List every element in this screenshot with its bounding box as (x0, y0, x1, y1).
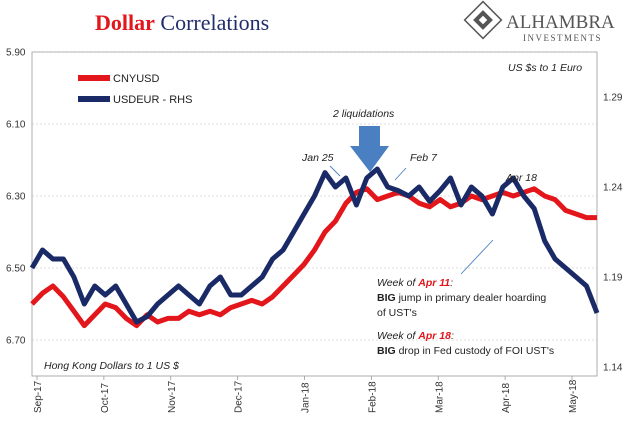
left-tick-label: 6.10 (6, 120, 26, 131)
feb7-pointer-icon (394, 167, 407, 181)
brand-name: ALHAMBRA (506, 12, 615, 33)
jan25-pointer-icon (329, 165, 341, 177)
note-w11-rest: jump in primary dealer hoarding (396, 292, 547, 304)
brand-diamond-icon (463, 0, 503, 40)
note-w18-colon: : (451, 330, 454, 342)
note-w11-date: Apr 11 (417, 277, 450, 289)
note-week-apr-18: Week of Apr 18: (377, 330, 454, 342)
left-tick-label: 5.90 (6, 48, 26, 59)
x-tick-label: Jan-18 (301, 382, 312, 413)
note-w11-big: BIG (377, 292, 396, 304)
note-week-apr-11: Week of Apr 11: (377, 277, 453, 289)
right-tick-label: 1.19 (603, 273, 623, 284)
note-w11-a: Week of (377, 277, 418, 289)
left-tick-label: 6.50 (6, 264, 26, 275)
liquidations-arrow-icon (350, 126, 389, 172)
x-tick-label: Dec-17 (234, 380, 245, 413)
x-tick-label: Nov-17 (167, 380, 178, 413)
note-w11-line2: BIG jump in primary dealer hoarding (377, 292, 546, 304)
series-line-usdeur (29, 166, 600, 325)
right-tick-label: 1.29 (603, 93, 623, 104)
note-w18-big: BIG (377, 345, 396, 357)
right-tick-label: 1.24 (603, 183, 623, 194)
apr11-pointer-icon (460, 239, 494, 275)
chart-title: Dollar Correlations (95, 10, 269, 35)
x-tick-label: Apr-18 (501, 383, 512, 413)
title-part-1: Dollar (95, 10, 155, 35)
note-jan-25: Jan 25 (301, 152, 334, 164)
x-tick-label: Oct-17 (100, 383, 111, 413)
note-w11-line3: of UST's (377, 307, 417, 319)
title-part-2: Correlations (155, 10, 269, 35)
note-apr-18: Apr 18 (505, 172, 537, 184)
note-2-liquidations: 2 liquidations (332, 108, 395, 120)
note-hkd-per-usd: Hong Kong Dollars to 1 US $ (44, 360, 179, 372)
note-w18-line2: BIG drop in Fed custody of FOI UST's (377, 345, 554, 357)
x-tick-label: Mar-18 (434, 381, 445, 413)
note-w18-rest: drop in Fed custody of FOI UST's (396, 345, 554, 357)
legend-label-cnyusd: CNYUSD (113, 73, 160, 85)
legend: CNYUSD USDEUR - RHS (78, 73, 192, 106)
note-feb-7: Feb 7 (410, 152, 438, 164)
left-axis-ticks: 5.90 6.10 6.30 6.50 6.70 (6, 48, 26, 347)
right-tick-label: 1.14 (603, 363, 623, 374)
note-w18-date: Apr 18 (417, 330, 451, 342)
brand-logo: ALHAMBRA INVESTMENTS (463, 0, 615, 43)
left-tick-label: 6.30 (6, 192, 26, 203)
brand-sub: INVESTMENTS (523, 33, 602, 43)
x-tick-label: May-18 (568, 379, 579, 413)
series-line-cnyusd (30, 186, 597, 329)
legend-label-usdeur: USDEUR - RHS (113, 94, 192, 106)
x-axis-ticks: Sep-17 Oct-17 Nov-17 Dec-17 Jan-18 Feb-18 Mar-… (33, 376, 579, 413)
x-tick-label: Feb-18 (367, 381, 378, 413)
note-w18-a: Week of (377, 330, 418, 342)
x-tick-label: Sep-17 (33, 380, 44, 413)
note-us-dollars-to-euro: US $s to 1 Euro (508, 62, 582, 74)
plot-frame (31, 51, 598, 377)
note-w11-colon: : (450, 277, 453, 289)
right-axis-ticks: 1.29 1.24 1.19 1.14 (603, 93, 623, 374)
left-tick-label: 6.70 (6, 336, 26, 347)
